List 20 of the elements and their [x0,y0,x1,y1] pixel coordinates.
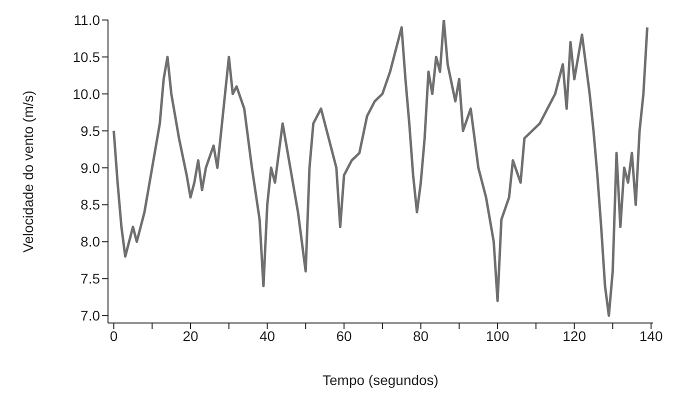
y-tick-label: 10.5 [72,48,100,65]
y-tick-label: 7.0 [80,308,100,324]
x-tick-label: 120 [562,328,586,344]
x-tick-label: 100 [486,328,510,344]
y-tick-label: 9.5 [80,122,100,139]
y-tick-label: 10.0 [72,86,100,102]
y-tick-label: 11.0 [74,12,100,28]
x-tick-label: 0 [110,328,118,344]
y-tick-label: 8.0 [80,234,100,250]
y-axis-title: Velocidade do vento (m/s) [20,90,36,252]
x-tick-label: 40 [259,328,276,344]
y-tick-label: 8.5 [80,196,100,213]
x-tick-label: 80 [413,328,429,344]
y-tick-label: 9.0 [80,160,100,176]
line-series [112,20,648,317]
x-tick-label: 60 [336,328,352,344]
y-tick-label: 7.5 [80,270,100,287]
x-tick-label: 140 [639,328,663,344]
x-axis-title: Tempo (segundos) [322,372,438,388]
x-tick-label: 20 [182,328,199,344]
